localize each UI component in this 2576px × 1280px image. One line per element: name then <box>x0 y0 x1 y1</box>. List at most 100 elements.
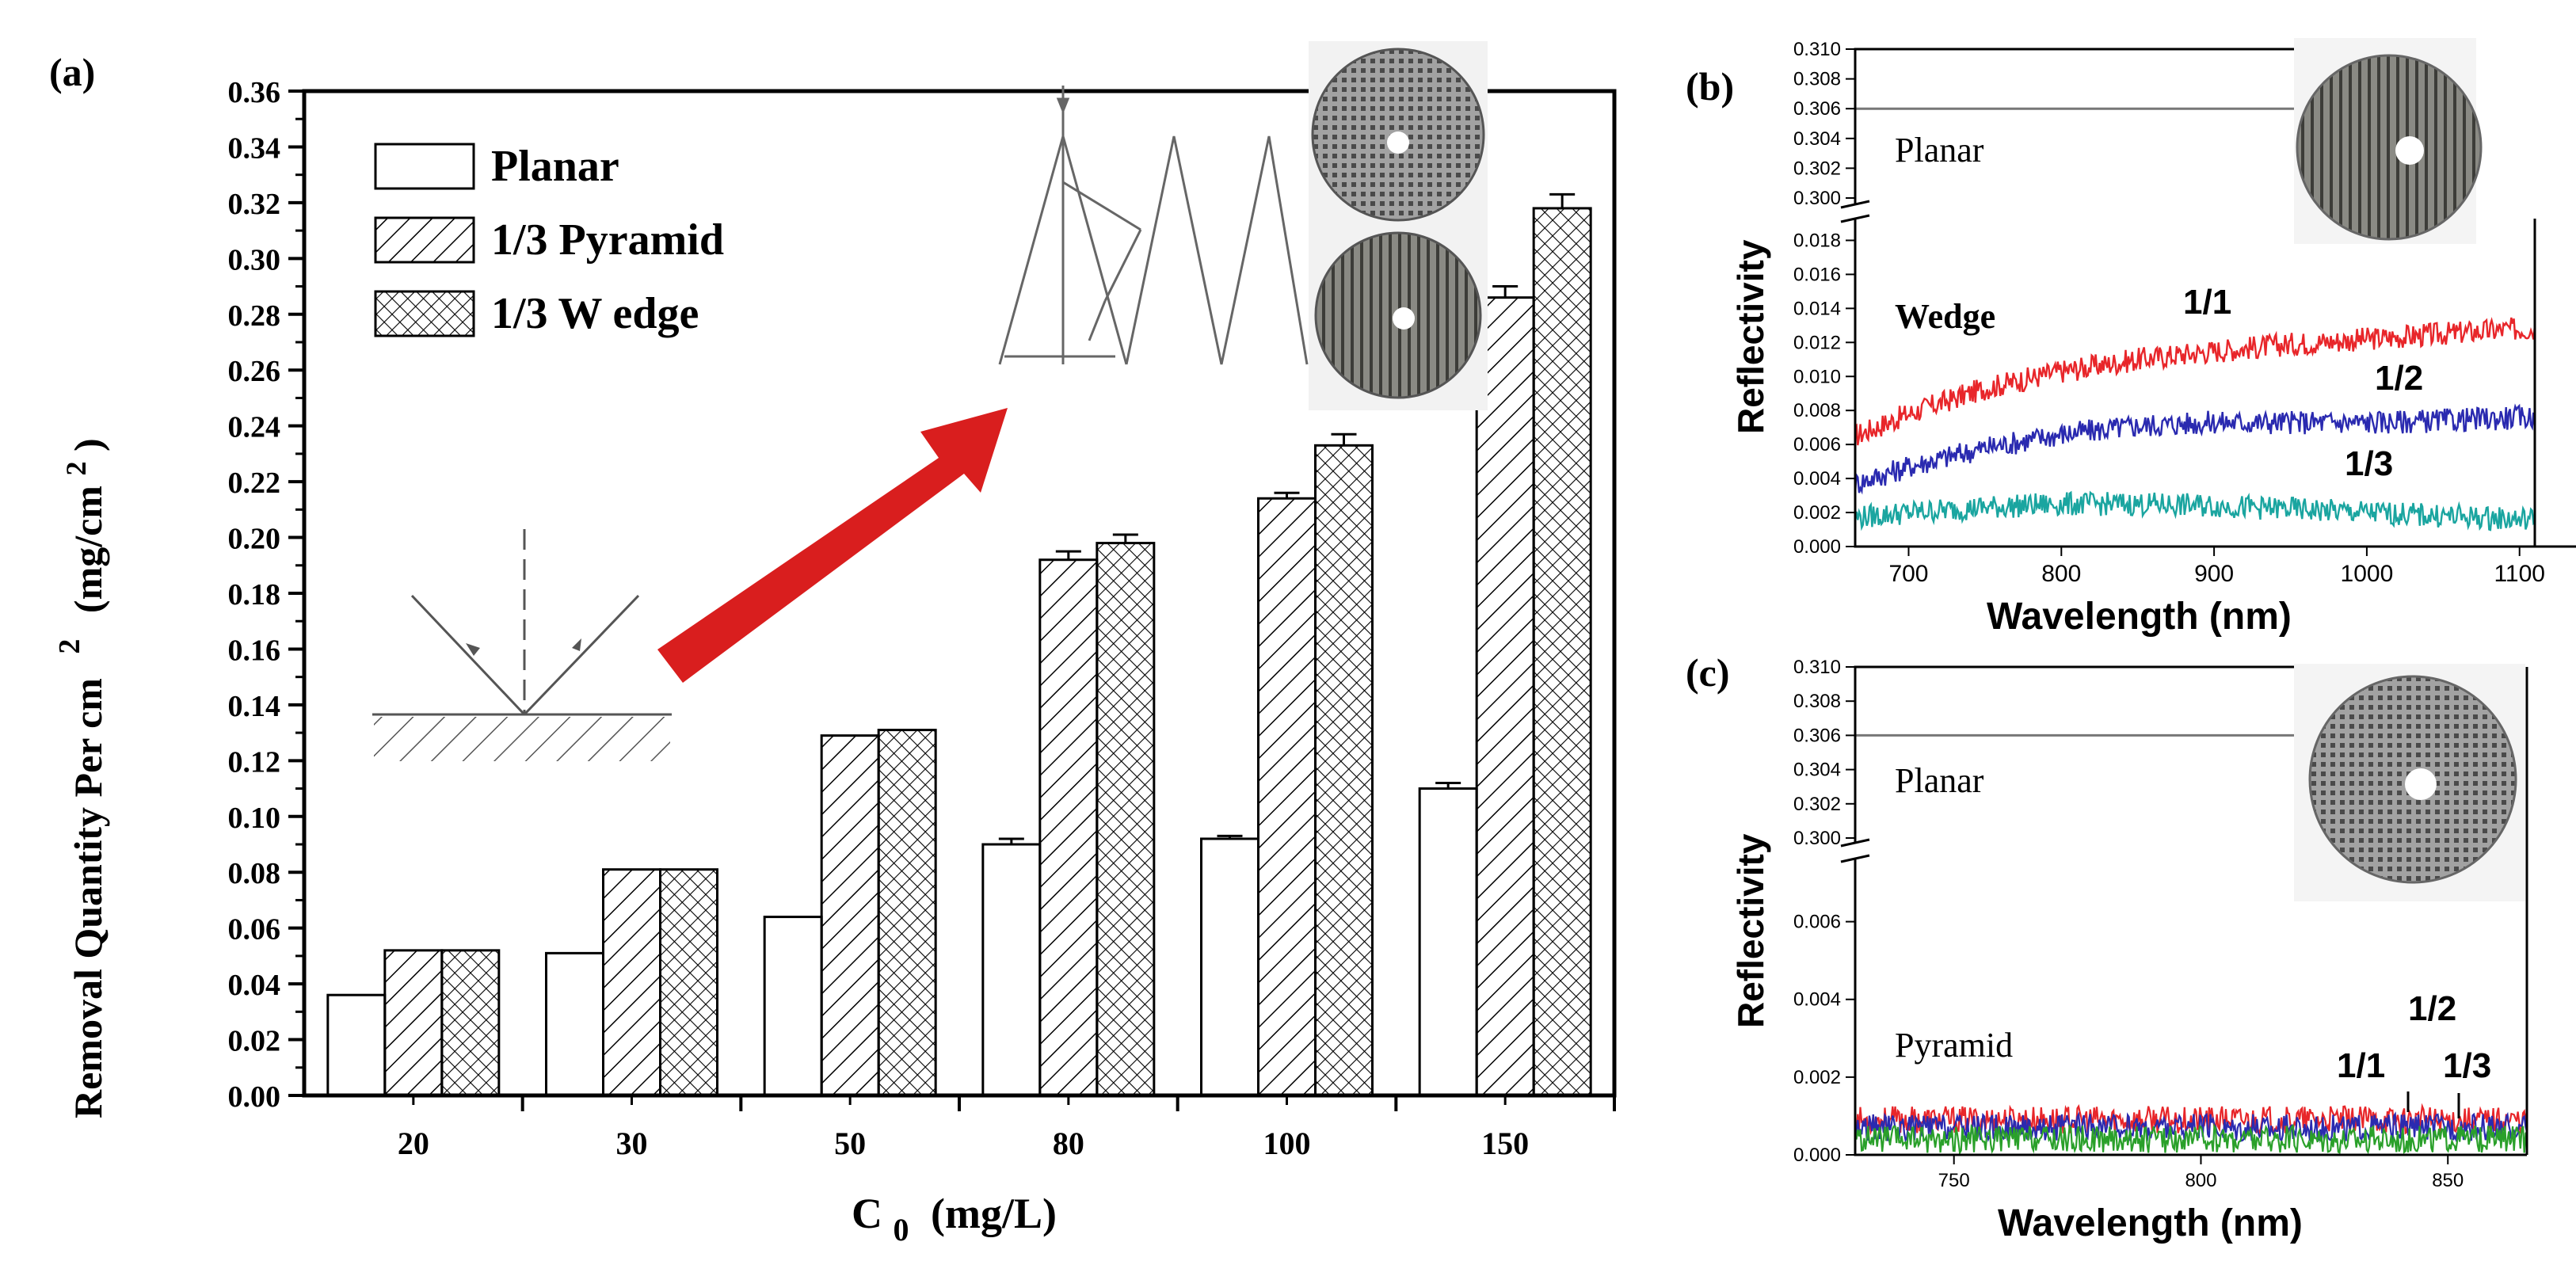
bar-1-3-w-edge-100 <box>1314 444 1374 1097</box>
panel-b-ytick-label-lower: 0.000 <box>1793 536 1841 558</box>
panel-c-label: (c) <box>1686 650 1730 695</box>
bar-1-3-w-edge-20 <box>440 949 501 1097</box>
panel-c-ytick-label-upper: 0.300 <box>1793 828 1841 849</box>
sketch-arrowhead-down <box>1056 97 1070 115</box>
panel-b-ytick-label-lower: 0.008 <box>1793 400 1841 421</box>
bar-planar-50 <box>763 916 823 1097</box>
panel-a-ytick-label: 0.10 <box>228 802 281 835</box>
planar-reflection-sketch <box>372 529 672 761</box>
panel-c-label-1-3: 1/3 <box>2443 1046 2491 1085</box>
panel-b-xtick-label: 1100 <box>2494 561 2545 587</box>
sketch-ground-hatch <box>374 717 670 761</box>
bar-planar-30 <box>545 951 604 1097</box>
panel-c-lower-frame <box>1854 859 2527 1156</box>
panel-a-ytick-label: 0.28 <box>228 299 281 333</box>
disc-c-hole <box>2405 768 2437 800</box>
panel-a-xtick-label: 20 <box>398 1126 429 1161</box>
panel-a-ytick-label: 0.32 <box>228 188 281 221</box>
panel-a-yticks: 0.00 0.02 0.04 0.06 0.08 0.10 0.12 0.14 0.16 0.18… <box>228 76 304 1114</box>
panel-a-xlabel-main: C <box>852 1190 882 1237</box>
panel-c-series <box>1854 733 2528 1156</box>
panel-a-ytick-label: 0.04 <box>228 969 281 1002</box>
panel-c-ytick-label-upper: 0.304 <box>1793 760 1841 781</box>
panel-b-label-1-3: 1/3 <box>2345 444 2393 483</box>
panel-b-ytick-label-lower: 0.004 <box>1793 468 1841 490</box>
panel-c-ytick-label-lower: 0.006 <box>1793 912 1841 933</box>
panel-b-ytick-label-upper: 0.308 <box>1793 69 1841 90</box>
panel-b-ytick-label-upper: 0.310 <box>1793 39 1841 60</box>
pyramid-geometry-sketch <box>998 86 1309 365</box>
panel-a-ytick-label: 0.14 <box>228 690 281 723</box>
panel-a-ytick-label: 0.24 <box>228 411 281 444</box>
panel-c-break-1 <box>1840 838 1870 848</box>
sketch-ray-a <box>1062 181 1141 231</box>
bar-1-3-pyramid-100 <box>1257 497 1317 1097</box>
panel-b-ticks: 0.300 0.302 0.304 0.306 0.308 0.310 0.000 0.002… <box>1793 39 2545 587</box>
panel-b-ylabel: Reflectivity <box>1730 239 1771 434</box>
panel-c-ytick-label-upper: 0.306 <box>1793 725 1841 746</box>
panel-b-label-1-2: 1/2 <box>2375 359 2423 398</box>
panel-b-ytick-label-lower: 0.010 <box>1793 366 1841 387</box>
panel-b-ytick-label-upper: 0.302 <box>1793 158 1841 179</box>
panel-a-xlabel-units: (mg/L) <box>931 1190 1057 1237</box>
panel-c-ytick-label-upper: 0.310 <box>1793 657 1841 678</box>
bar-1-3-pyramid-50 <box>820 734 880 1097</box>
panel-c-xtick-label: 800 <box>2185 1170 2216 1191</box>
disc-b <box>2296 54 2483 241</box>
panel-c-series-1-2 <box>1854 1111 2528 1143</box>
sketch-reflected-ray <box>523 594 640 716</box>
panel-c-series-1-3 <box>1854 1123 2528 1156</box>
panel-c-break-2 <box>1840 854 1870 863</box>
panel-a-label: (a) <box>49 50 95 94</box>
legend-swatch-planar <box>374 143 475 190</box>
bar-1-3-w-edge-30 <box>659 868 718 1097</box>
legend-swatch-pyramid <box>374 216 475 264</box>
panel-b-ytick-label-upper: 0.300 <box>1793 188 1841 209</box>
panel-b: (b) Reflectivity Wavelength (nm) 0.3000.… <box>1686 38 2576 638</box>
legend-label-pyramid: 1/3 Pyramid <box>491 215 724 265</box>
panel-a-ylabel-main: Removal Quantity Per cm <box>66 678 110 1118</box>
panel-a-ylabel-units-close: ) <box>66 438 110 451</box>
panel-b-break-2 <box>1840 214 1870 223</box>
bar-1-3-pyramid-80 <box>1038 558 1099 1097</box>
bar-1-3-w-edge-150 <box>1532 207 1592 1097</box>
panel-a-ytick-label: 0.34 <box>228 131 281 165</box>
panel-b-ytick-label-lower: 0.006 <box>1793 434 1841 455</box>
panel-b-ytick-label-lower: 0.014 <box>1793 298 1841 319</box>
bar-planar-150 <box>1418 787 1478 1097</box>
panel-b-series <box>1854 107 2536 531</box>
panel-c-label-1-2: 1/2 <box>2408 989 2456 1028</box>
panel-c-label-1-1: 1/1 <box>2337 1046 2385 1085</box>
panel-c-ytick-label-upper: 0.302 <box>1793 794 1841 815</box>
panel-a-ytick-label: 0.36 <box>228 76 281 109</box>
panel-b-upper-frame <box>1854 48 2294 204</box>
panel-c-ytick-label-lower: 0.004 <box>1793 989 1841 1011</box>
bar-planar-20 <box>326 993 387 1097</box>
panel-a-ytick-label: 0.06 <box>228 913 281 947</box>
panel-b-break-1 <box>1840 200 1870 209</box>
panel-a-ytick-label: 0.30 <box>228 243 281 276</box>
panel-a-ytick-label: 0.22 <box>228 467 281 500</box>
panel-c-xtick-label: 750 <box>1938 1170 1970 1191</box>
panel-a-xtick-label: 100 <box>1263 1126 1311 1161</box>
legend-swatch-wedge <box>374 290 475 337</box>
panel-c-pyramid-text: Pyramid <box>1895 1026 2013 1065</box>
panel-a-ytick-label: 0.08 <box>228 857 281 890</box>
panel-c-ticks: 0.300 0.302 0.304 0.306 0.308 0.310 0.000 0.002… <box>1793 657 2464 1191</box>
panel-a-ylabel-units-sup: 2 <box>60 462 92 476</box>
panel-c-ytick-label-upper: 0.308 <box>1793 691 1841 712</box>
panel-b-ytick-label-lower: 0.002 <box>1793 502 1841 524</box>
panel-c-xlabel: Wavelength (nm) <box>1998 1202 2303 1244</box>
panel-a-bars <box>326 192 1592 1097</box>
panel-a-ylabel-units: (mg/cm <box>66 486 110 613</box>
panel-a: (a) Removal Quantity Per cm 2 (mg/cm 2 )… <box>49 41 1617 1248</box>
panel-a-xtick-label: 50 <box>834 1126 866 1161</box>
panel-c-ytick-label-lower: 0.000 <box>1793 1145 1841 1166</box>
sketch-ray-b <box>1103 229 1142 302</box>
disc-1-hole <box>1387 131 1409 154</box>
panel-c-ylabel: Reflectivity <box>1730 833 1771 1028</box>
panel-a-ytick-label: 0.26 <box>228 355 281 388</box>
sketch-ray-c <box>1088 300 1107 341</box>
bar-planar-100 <box>1200 837 1259 1097</box>
